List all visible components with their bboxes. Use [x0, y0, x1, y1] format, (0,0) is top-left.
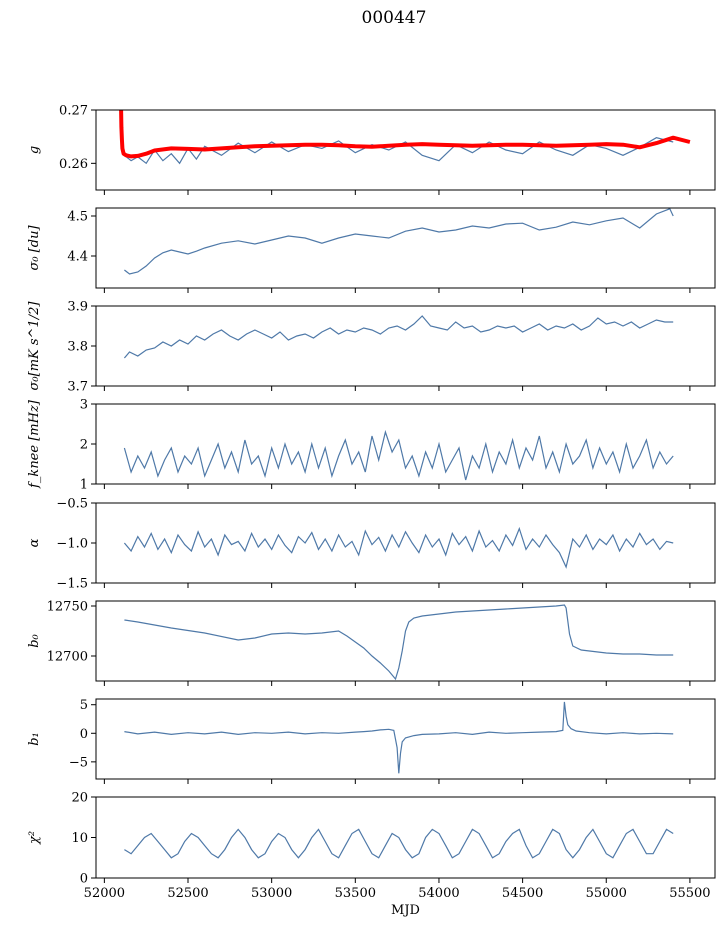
y-axis-label: σ₀ [du] — [27, 225, 42, 271]
panel-3: 3.7 3.8 3.9 σ₀[mK s^1/2] — [27, 300, 716, 395]
series-line-1 — [124, 137, 674, 165]
series-line-1 — [123, 315, 674, 359]
panel-2: 4.4 4.5 σ₀ [du] — [27, 207, 716, 293]
panel-5: −1.5 −1.0 −0.5 α — [27, 497, 716, 592]
y-tick-label: 4.5 — [67, 210, 88, 225]
series-line-1 — [124, 604, 674, 681]
figure-title: 000447 — [362, 8, 427, 28]
panels: 0.26 0.27 g 4.4 4.5 σ₀ [du] 3.7 3.8 3.9 σ₀[mK s^1… — [27, 104, 716, 918]
panel-frame — [95, 796, 716, 879]
series-line-1 — [124, 828, 674, 859]
x-tick-label: 55000 — [586, 886, 627, 901]
y-tick-label: 20 — [71, 791, 88, 806]
x-axis-label: MJD — [391, 903, 420, 918]
y-tick-label: −1.5 — [56, 577, 88, 592]
panel-4: 1 2 3 f_knee [mHz] — [27, 398, 716, 493]
panel-7: −5 0 5 b₁ — [27, 698, 716, 784]
y-tick-label: −5 — [69, 755, 88, 770]
y-tick-label: 3 — [80, 398, 88, 413]
x-tick-label: 53500 — [335, 886, 376, 901]
y-tick-label: 12750 — [47, 600, 88, 615]
y-axis-label: g — [27, 146, 42, 154]
y-tick-label: 0.26 — [59, 157, 88, 172]
y-tick-label: 12700 — [47, 650, 88, 665]
y-tick-label: 3.9 — [67, 300, 88, 315]
y-tick-label: −1.0 — [56, 537, 88, 552]
y-axis-label: χ² — [27, 831, 42, 845]
y-tick-label: 0 — [80, 872, 88, 887]
y-tick-label: 3.7 — [67, 380, 88, 395]
panel-8: 0 10 20 χ² 52000 52500 53000 53500 54000 54500 550… — [27, 791, 716, 918]
y-axis-label: b₀ — [27, 633, 42, 647]
panel-frame — [95, 698, 716, 780]
y-axis-label: b₁ — [27, 732, 42, 746]
panel-frame — [95, 502, 716, 584]
y-tick-label: 10 — [71, 831, 88, 846]
series-line-2 — [119, 109, 691, 159]
y-tick-label: 1 — [80, 478, 88, 493]
series-line-1 — [123, 429, 674, 481]
y-tick-label: 4.4 — [67, 250, 88, 265]
y-axis-label: σ₀[mK s^1/2] — [27, 301, 42, 391]
panel-6: 12700 12750 b₀ — [27, 600, 716, 686]
panel-frame — [95, 403, 716, 485]
y-tick-label: 0.27 — [59, 104, 88, 119]
y-tick-label: 0 — [80, 727, 88, 742]
panel-frame — [95, 207, 716, 289]
y-axis-label: α — [27, 538, 42, 547]
x-tick-label: 54500 — [502, 886, 543, 901]
y-axis-label: f_knee [mHz] — [27, 399, 42, 489]
y-tick-label: 2 — [80, 438, 88, 453]
series-line-1 — [124, 208, 674, 275]
panel-frame — [95, 109, 716, 191]
panel-frame — [95, 305, 716, 387]
panel-frame — [95, 600, 716, 682]
x-tick-label: 53000 — [251, 886, 292, 901]
series-line-1 — [123, 526, 674, 569]
x-tick-label: 55500 — [669, 886, 710, 901]
series-line-1 — [124, 701, 674, 774]
x-tick-label: 54000 — [418, 886, 459, 901]
x-tick-label: 52000 — [84, 886, 125, 901]
y-tick-label: −0.5 — [56, 497, 88, 512]
y-tick-label: 5 — [80, 698, 88, 713]
y-tick-label: 3.8 — [67, 340, 88, 355]
x-tick-label: 52500 — [167, 886, 208, 901]
panel-1: 0.26 0.27 g — [27, 104, 716, 195]
